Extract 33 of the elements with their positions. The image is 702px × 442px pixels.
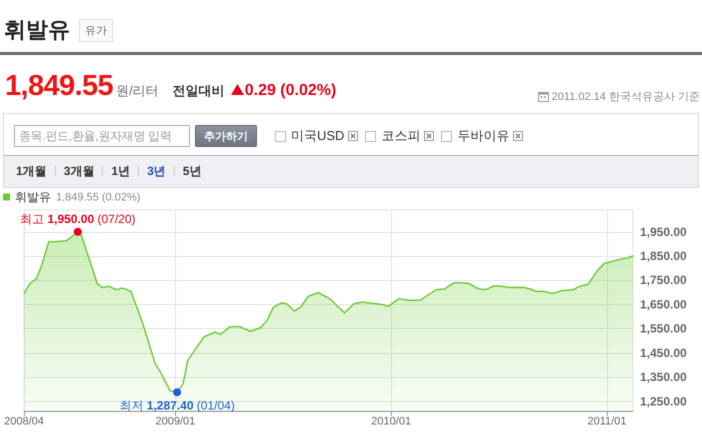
y-tick-label: 1,750.00 [640,273,688,288]
x-tick-label: 2008/04 [4,416,44,428]
y-tick-label: 1,250.00 [640,394,688,408]
text: 두바이유 [457,127,510,145]
x-tick-label: 2009/01 [155,416,196,428]
text: 2011.02.14 한국석유공사 기준 [552,90,700,104]
legend-label: 휘발유 [15,190,51,204]
y-tick-label: 1,550.00 [640,322,688,336]
text: 미국USD [291,127,344,145]
text: 1개월 [16,162,47,180]
text: 1,849.55 (0.02%) [56,192,140,204]
text: 1년 [111,162,130,180]
y-tick-label: 1,850.00 [640,249,688,264]
annotation: 최고 1,950.00 (07/20) [20,212,136,226]
text: 3개월 [64,162,94,180]
y-tick-label: 1,350.00 [640,370,688,384]
text: 원/리터 [116,82,159,100]
button: 추가하기 [195,125,257,147]
y-tick-label: 1,950.00 [640,224,688,239]
x-tick-label: 2011/01 [588,416,626,428]
text-field: 종목.펀드,환율,원자재명 입력 [14,125,190,147]
y-tick-label: 1,650.00 [640,297,688,312]
text: 코스피 [381,127,420,145]
y-tick-label: 1,450.00 [640,346,688,360]
text: 0.29 (0.02%) [244,82,336,100]
annotation: 최저 1,287.40 (01/04) [119,398,235,412]
text: 1,849.55 [5,70,114,103]
text: 3년 [147,162,166,180]
chart-subtitle: 유가 [79,18,113,42]
text: 5년 [182,162,202,180]
text: 전일대비 [172,82,225,100]
chart-title: 휘발유 [4,16,70,44]
x-tick-label: 2010/01 [371,416,412,428]
